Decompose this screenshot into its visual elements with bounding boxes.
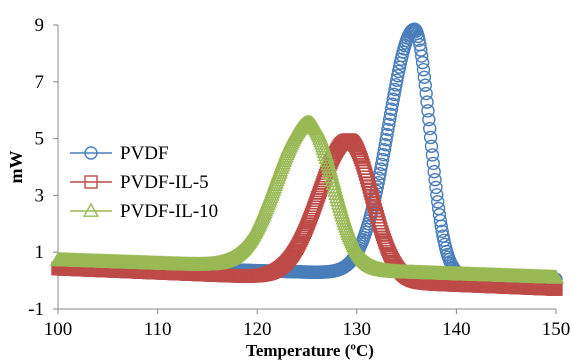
x-tick-label: 140	[442, 319, 471, 340]
y-tick-label: -1	[28, 299, 44, 320]
data-point	[435, 224, 449, 239]
data-point	[385, 97, 400, 111]
data-point	[322, 162, 339, 177]
series-layer	[49, 22, 565, 296]
data-point	[390, 73, 404, 87]
data-point	[329, 189, 346, 204]
y-tick-label: 5	[35, 129, 45, 150]
data-point	[382, 117, 396, 132]
data-point	[415, 55, 430, 70]
data-point	[388, 82, 402, 97]
data-point	[321, 159, 338, 174]
x-tick-label: 100	[44, 319, 73, 340]
x-tick-label: 150	[542, 319, 571, 340]
data-point	[428, 173, 442, 187]
data-point	[317, 146, 334, 162]
data-point	[330, 195, 348, 210]
x-tick-label: 120	[243, 319, 272, 340]
data-point	[427, 165, 441, 179]
data-point	[325, 175, 342, 191]
data-point	[547, 269, 565, 284]
data-point	[378, 235, 392, 250]
data-point	[324, 172, 341, 187]
data-point	[383, 112, 397, 127]
data-point	[323, 169, 341, 184]
data-point	[425, 148, 440, 162]
data-point	[326, 179, 343, 194]
series-triangle-group	[49, 114, 565, 284]
x-tick-label: 110	[144, 319, 172, 340]
y-tick-label: 1	[35, 242, 45, 263]
data-point	[431, 195, 445, 209]
data-point	[320, 156, 337, 171]
data-point	[429, 180, 443, 195]
data-point	[330, 192, 347, 207]
data-point	[389, 78, 403, 92]
data-point	[387, 87, 401, 102]
data-point	[327, 182, 344, 197]
data-point	[422, 112, 436, 127]
legend-marker	[84, 175, 98, 189]
data-point	[384, 102, 399, 116]
data-point	[377, 143, 392, 157]
legend-marker	[82, 202, 100, 217]
data-point	[381, 122, 395, 137]
data-point	[375, 152, 390, 167]
data-point	[412, 33, 426, 47]
y-tick-label: 9	[35, 15, 45, 36]
data-point	[423, 130, 438, 145]
data-point	[430, 188, 444, 202]
data-point	[373, 166, 387, 181]
data-point	[424, 139, 439, 153]
data-point	[322, 165, 340, 181]
data-point	[433, 213, 448, 228]
y-axis-ticks: -1 1 3 5 7 9	[28, 15, 58, 320]
y-tick-label: 3	[35, 185, 45, 206]
data-point	[378, 138, 392, 152]
legend-label: PVDF	[120, 143, 169, 164]
data-point	[319, 152, 336, 168]
data-point	[353, 150, 368, 164]
data-point	[418, 78, 432, 92]
data-point	[375, 157, 389, 172]
data-point	[414, 43, 428, 57]
data-point	[426, 156, 440, 171]
data-point	[416, 63, 431, 77]
x-axis-title: Temperature (ºC)	[246, 341, 374, 360]
data-point	[331, 198, 349, 213]
x-axis-ticks: 100 110 120 130 140 150	[44, 309, 571, 340]
data-point	[328, 185, 345, 200]
data-point	[391, 69, 405, 83]
plot-area: -1 1 3 5 7 9 100 110 120 130 140 150	[28, 15, 570, 340]
legend: PVDF PVDF-IL-5 PVDF-IL-10	[70, 143, 218, 222]
data-point	[434, 219, 448, 233]
data-point	[423, 121, 437, 136]
legend-label: PVDF-IL-5	[120, 172, 209, 193]
legend-marker	[84, 146, 98, 160]
data-point	[386, 92, 400, 106]
data-point	[380, 127, 394, 142]
data-point	[383, 107, 398, 121]
data-point	[415, 49, 429, 63]
y-tick-label: 7	[35, 72, 45, 93]
data-point	[417, 70, 432, 84]
legend-label: PVDF-IL-10	[120, 201, 218, 222]
x-tick-label: 130	[343, 319, 372, 340]
y-axis-title: mW	[6, 151, 26, 184]
data-point	[318, 149, 335, 165]
data-point	[376, 147, 391, 162]
data-point	[374, 162, 388, 176]
data-point	[379, 132, 393, 147]
data-point	[352, 148, 367, 162]
data-point	[420, 95, 434, 109]
data-point	[419, 86, 433, 101]
data-point	[421, 104, 435, 118]
